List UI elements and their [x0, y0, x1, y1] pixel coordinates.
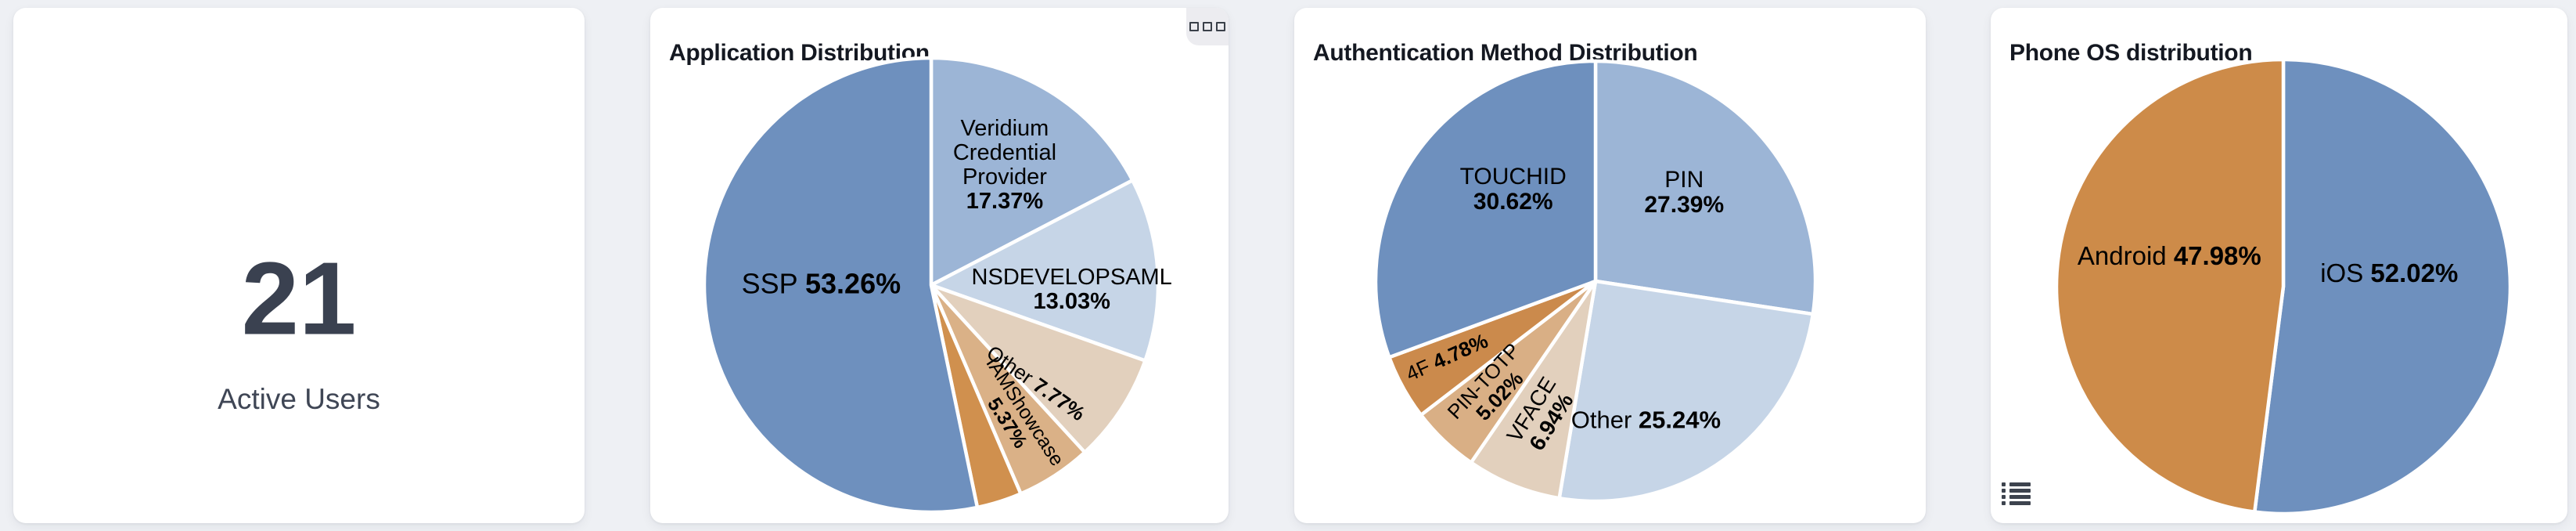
pie-slice-other[interactable] — [929, 283, 1147, 454]
legend-toggle-button[interactable] — [2002, 481, 2031, 508]
pie-slice-android[interactable] — [2054, 57, 2286, 514]
card-title-phone-os-distribution: Phone OS distribution — [2009, 39, 2253, 66]
card-options-button[interactable] — [1186, 8, 1229, 45]
list-icon — [2002, 482, 2031, 505]
pie-slice-other[interactable] — [1557, 279, 1815, 504]
active-users-label: Active Users — [218, 383, 380, 415]
authentication-method-distribution-card: Authentication Method Distribution PIN 27… — [1294, 8, 1926, 523]
pie-slice-vface[interactable] — [1469, 279, 1598, 500]
application-distribution-pie-chart: Veridium Credential Provider 17.37% NSDEVELO… — [650, 8, 1229, 523]
pie-slice-veridium-credential-provider[interactable] — [929, 56, 1135, 287]
square-icon — [1189, 22, 1199, 31]
card-title-authentication-method-distribution: Authentication Method Distribution — [1313, 39, 1698, 66]
phone-os-distribution-card: Phone OS distribution iOS 52.02% Android … — [1991, 8, 2567, 523]
square-icon — [1203, 22, 1212, 31]
phone-os-pie-chart: iOS 52.02% Android 47.98% — [1991, 8, 2567, 523]
pie-slice-pin[interactable] — [1593, 59, 1818, 316]
active-users-count: 21 — [241, 240, 357, 356]
pie-slice-nsdevelopsaml[interactable] — [929, 178, 1160, 363]
authentication-method-pie-chart: PIN 27.39% Other 25.24% VFACE 6.94% PIN-TOTP 5… — [1294, 8, 1926, 523]
pie-slice-ssp[interactable] — [702, 56, 980, 515]
square-icon — [1216, 22, 1225, 31]
active-users-card: 21 Active Users — [13, 8, 585, 523]
application-distribution-card: Application Distribution Veridium Credent… — [650, 8, 1229, 523]
pie-slice-touchid[interactable] — [1373, 59, 1598, 359]
pie-slice-ios[interactable] — [2253, 57, 2513, 516]
